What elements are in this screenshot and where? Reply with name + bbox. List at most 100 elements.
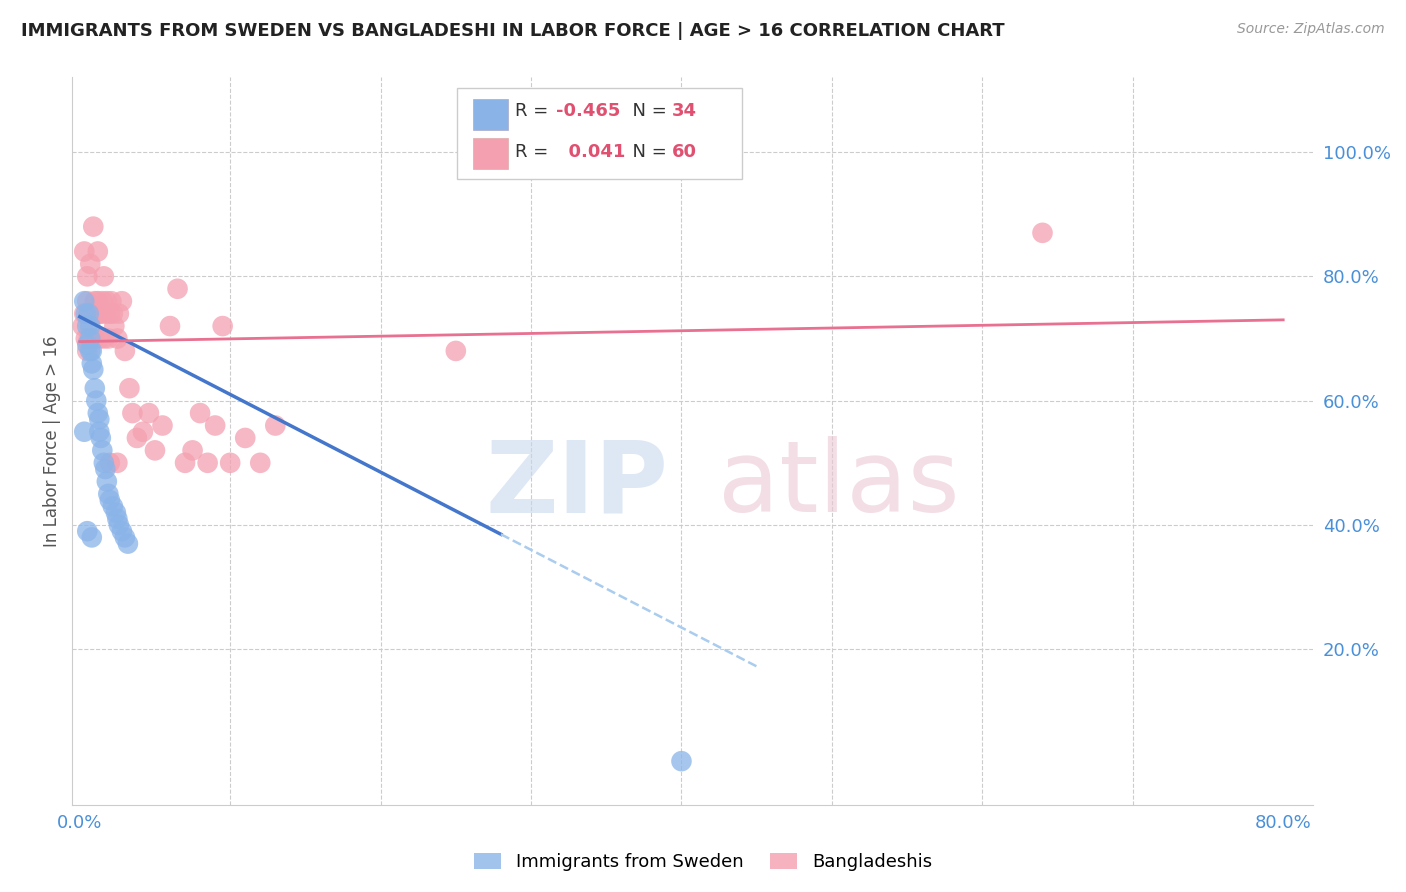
Point <box>73 294 96 309</box>
Point <box>105 331 128 345</box>
Point <box>103 319 125 334</box>
Point <box>76 269 98 284</box>
Point <box>444 343 467 358</box>
FancyBboxPatch shape <box>472 99 508 129</box>
Text: IMMIGRANTS FROM SWEDEN VS BANGLADESHI IN LABOR FORCE | AGE > 16 CORRELATION CHAR: IMMIGRANTS FROM SWEDEN VS BANGLADESHI IN… <box>21 22 1005 40</box>
Point <box>98 456 121 470</box>
Point <box>96 475 118 489</box>
Point <box>101 500 124 514</box>
Point <box>90 307 112 321</box>
Text: 34: 34 <box>672 103 696 120</box>
Point <box>80 530 103 544</box>
Point <box>94 462 117 476</box>
Point <box>98 307 121 321</box>
Point <box>89 307 111 321</box>
Point <box>671 754 693 768</box>
Point <box>82 307 104 321</box>
Point <box>174 456 197 470</box>
Point <box>87 294 110 309</box>
Point <box>93 456 115 470</box>
Point <box>83 294 105 309</box>
Point <box>75 331 97 345</box>
Text: N =: N = <box>621 103 672 120</box>
Point <box>76 524 98 539</box>
FancyBboxPatch shape <box>457 88 742 179</box>
Point <box>264 418 287 433</box>
Point <box>108 307 131 321</box>
Point <box>108 518 131 533</box>
Point <box>121 406 143 420</box>
Point <box>93 331 115 345</box>
Point <box>89 331 111 345</box>
Point <box>125 431 148 445</box>
Text: 0.041: 0.041 <box>557 144 626 161</box>
Point <box>188 406 211 420</box>
Point <box>105 456 128 470</box>
Point <box>211 319 233 334</box>
Point <box>204 418 226 433</box>
Legend: Immigrants from Sweden, Bangladeshis: Immigrants from Sweden, Bangladeshis <box>467 846 939 879</box>
Point <box>79 331 101 345</box>
Point <box>91 294 114 309</box>
Text: -0.465: -0.465 <box>557 103 620 120</box>
Point <box>100 294 122 309</box>
Point <box>143 443 166 458</box>
Point <box>76 343 98 358</box>
Point <box>73 425 96 439</box>
Text: N =: N = <box>621 144 672 161</box>
Point <box>91 443 114 458</box>
Point <box>114 343 136 358</box>
Point <box>83 331 105 345</box>
Point <box>87 244 110 259</box>
Point <box>97 331 120 345</box>
Point <box>118 381 141 395</box>
Point <box>75 307 97 321</box>
Y-axis label: In Labor Force | Age > 16: In Labor Force | Age > 16 <box>44 335 60 547</box>
Point <box>82 219 104 234</box>
Point <box>89 425 111 439</box>
Point <box>166 282 188 296</box>
Point <box>77 307 100 321</box>
Point <box>111 524 134 539</box>
Point <box>89 412 111 426</box>
Point <box>105 512 128 526</box>
Point <box>76 319 98 334</box>
Text: R =: R = <box>515 144 554 161</box>
Point <box>96 294 118 309</box>
Point <box>233 431 256 445</box>
Point <box>132 425 155 439</box>
Point <box>117 536 139 550</box>
Point <box>159 319 181 334</box>
Point <box>82 362 104 376</box>
Point <box>73 244 96 259</box>
Point <box>104 506 127 520</box>
Point <box>79 319 101 334</box>
Point <box>80 356 103 370</box>
Point <box>76 337 98 351</box>
Point <box>219 456 242 470</box>
Point <box>84 393 107 408</box>
Point <box>94 307 117 321</box>
Point <box>98 493 121 508</box>
Point <box>152 418 174 433</box>
Point <box>114 530 136 544</box>
Text: atlas: atlas <box>717 436 959 533</box>
Point <box>1031 226 1053 240</box>
Point <box>79 257 101 271</box>
Point <box>76 294 98 309</box>
Point <box>138 406 160 420</box>
Point <box>80 307 103 321</box>
Point <box>97 487 120 501</box>
Point <box>77 331 100 345</box>
Point <box>87 406 110 420</box>
Text: R =: R = <box>515 103 554 120</box>
Point <box>197 456 219 470</box>
Point <box>84 307 107 321</box>
Point <box>93 269 115 284</box>
Point <box>181 443 204 458</box>
Point <box>79 343 101 358</box>
Point <box>90 431 112 445</box>
Text: Source: ZipAtlas.com: Source: ZipAtlas.com <box>1237 22 1385 37</box>
Point <box>72 319 94 334</box>
Point <box>83 381 105 395</box>
